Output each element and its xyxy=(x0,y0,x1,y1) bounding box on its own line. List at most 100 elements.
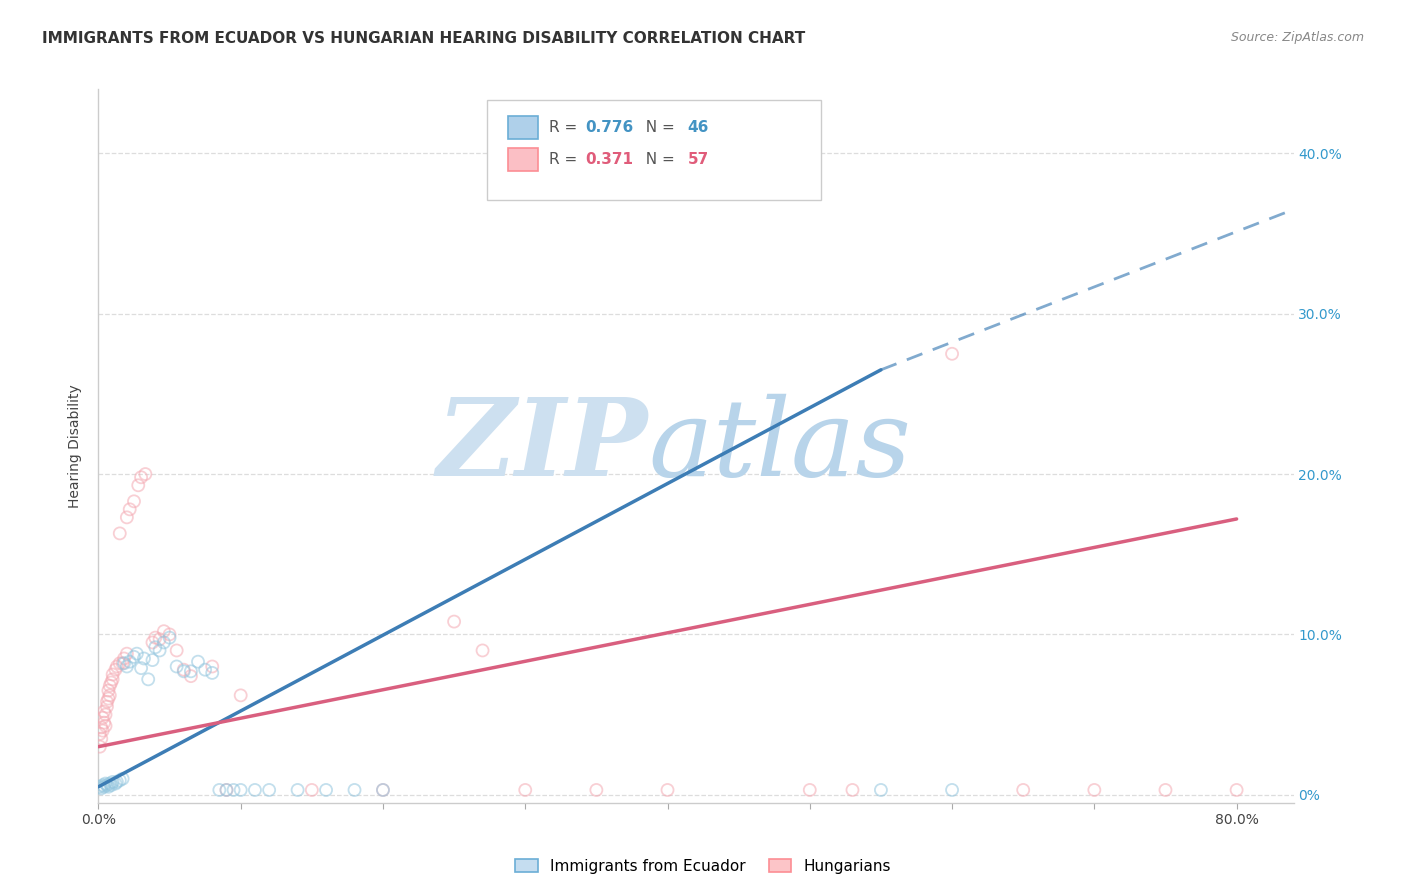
FancyBboxPatch shape xyxy=(509,116,538,139)
Point xyxy=(125,647,148,661)
Point xyxy=(89,780,111,794)
Point xyxy=(208,783,231,797)
Point xyxy=(194,663,217,677)
Point xyxy=(136,673,159,687)
Point xyxy=(91,711,114,725)
Point xyxy=(90,731,112,746)
Point xyxy=(111,772,134,786)
Point xyxy=(96,778,118,792)
Text: N =: N = xyxy=(636,120,681,135)
Point xyxy=(90,781,112,796)
Point xyxy=(941,347,963,361)
Point xyxy=(94,707,117,722)
Point xyxy=(215,783,238,797)
Point xyxy=(89,739,111,754)
Point xyxy=(1083,783,1105,797)
Point xyxy=(1226,783,1249,797)
Point xyxy=(799,783,821,797)
Point xyxy=(127,478,149,492)
Point xyxy=(93,715,115,730)
Point xyxy=(180,665,202,679)
Text: 0.776: 0.776 xyxy=(585,120,633,135)
Point xyxy=(101,775,124,789)
Point xyxy=(98,679,121,693)
Point xyxy=(371,783,394,797)
Point xyxy=(118,502,141,516)
Point xyxy=(91,778,114,792)
Point xyxy=(93,705,115,719)
Point xyxy=(585,783,607,797)
Point xyxy=(97,780,120,794)
Point xyxy=(111,657,134,671)
Text: atlas: atlas xyxy=(648,393,911,499)
Point xyxy=(149,632,172,647)
Point xyxy=(870,783,893,797)
Text: R =: R = xyxy=(548,152,582,167)
Point xyxy=(141,653,163,667)
Point xyxy=(343,783,366,797)
Point xyxy=(100,778,122,792)
Point xyxy=(287,783,309,797)
Point xyxy=(141,635,163,649)
Text: IMMIGRANTS FROM ECUADOR VS HUNGARIAN HEARING DISABILITY CORRELATION CHART: IMMIGRANTS FROM ECUADOR VS HUNGARIAN HEA… xyxy=(42,31,806,46)
Point xyxy=(243,783,266,797)
Point xyxy=(105,775,128,789)
Point xyxy=(180,669,202,683)
Point xyxy=(799,162,821,177)
Text: 57: 57 xyxy=(688,152,709,167)
Point xyxy=(112,657,135,671)
Point xyxy=(941,783,963,797)
Point xyxy=(96,699,118,714)
Point xyxy=(187,655,209,669)
Point xyxy=(122,494,145,508)
Point xyxy=(301,783,323,797)
Point xyxy=(315,783,337,797)
Point xyxy=(173,665,195,679)
Point xyxy=(108,526,131,541)
Point xyxy=(153,635,176,649)
Point xyxy=(101,667,124,681)
Point xyxy=(229,689,252,703)
Point xyxy=(443,615,465,629)
Point xyxy=(166,659,188,673)
Point xyxy=(159,627,181,641)
Point xyxy=(98,776,121,790)
Point xyxy=(173,663,195,677)
Point xyxy=(841,783,863,797)
Point xyxy=(1012,783,1035,797)
Point xyxy=(122,649,145,664)
FancyBboxPatch shape xyxy=(509,148,538,171)
Text: 46: 46 xyxy=(688,120,709,135)
Point xyxy=(93,780,115,794)
Point xyxy=(657,783,679,797)
Point xyxy=(129,661,152,675)
Point xyxy=(132,651,155,665)
Point xyxy=(104,776,127,790)
Text: Source: ZipAtlas.com: Source: ZipAtlas.com xyxy=(1230,31,1364,45)
Point xyxy=(515,783,537,797)
Point xyxy=(115,510,138,524)
Point xyxy=(105,659,128,673)
Text: N =: N = xyxy=(636,152,681,167)
Point xyxy=(257,783,280,797)
Point xyxy=(134,467,156,481)
Point xyxy=(89,727,111,741)
Point xyxy=(97,683,120,698)
Point xyxy=(112,651,135,665)
Point xyxy=(159,631,181,645)
Point xyxy=(96,695,118,709)
Point xyxy=(108,773,131,788)
Point xyxy=(371,783,394,797)
Text: R =: R = xyxy=(548,120,582,135)
Point xyxy=(143,640,166,655)
Point xyxy=(115,647,138,661)
Point xyxy=(100,675,122,690)
Point xyxy=(201,659,224,673)
Legend: Immigrants from Ecuador, Hungarians: Immigrants from Ecuador, Hungarians xyxy=(509,853,897,880)
Point xyxy=(101,673,124,687)
Point xyxy=(97,691,120,706)
Point xyxy=(104,663,127,677)
Point xyxy=(229,783,252,797)
Point xyxy=(201,665,224,680)
Text: 0.371: 0.371 xyxy=(585,152,633,167)
